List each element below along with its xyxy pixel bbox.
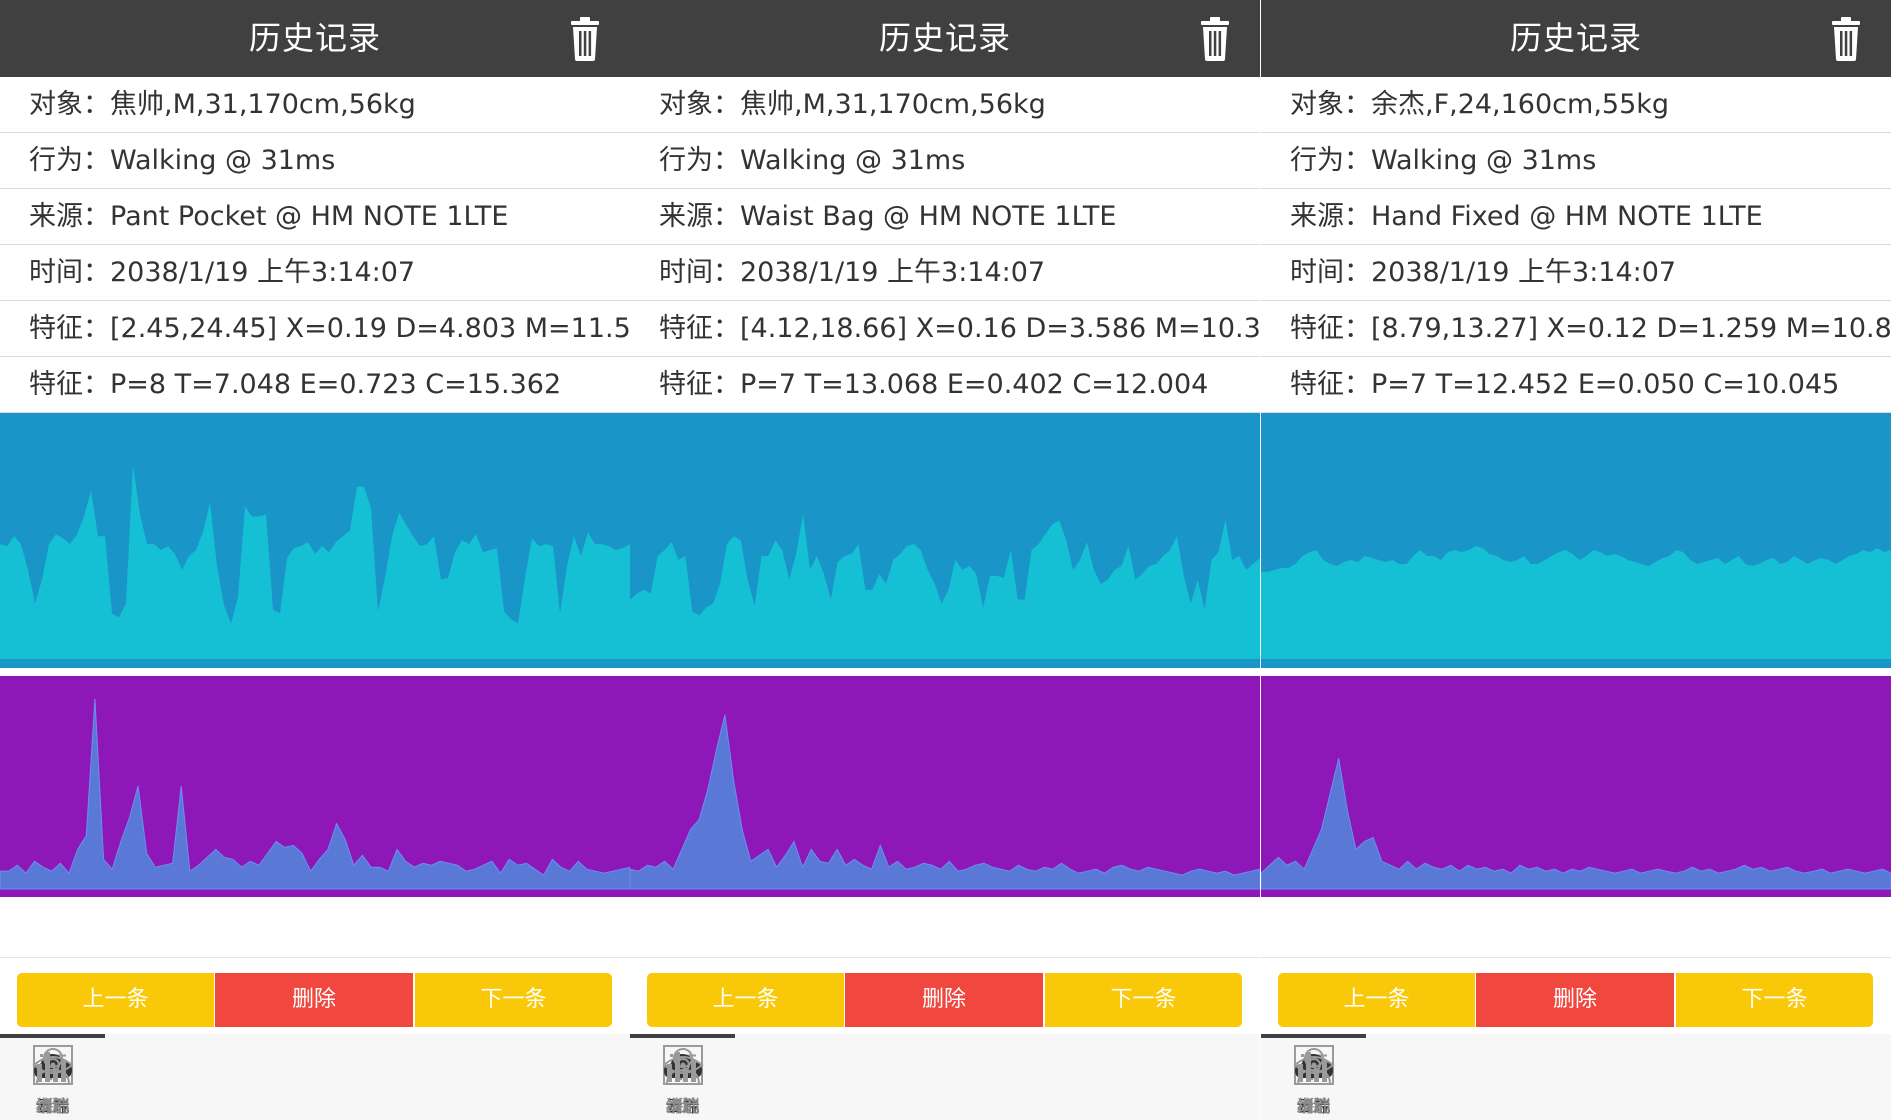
divider (1261, 957, 1891, 958)
bottom-nav: 训练 本地 云端 统计 识别 我 (1261, 1034, 1891, 1120)
next-button[interactable]: 下一条 (1676, 973, 1873, 1027)
info-row-feature-1: 特征：[2.45,24.45] X=0.19 D=4.803 M=11.506 (0, 301, 630, 357)
tab-me[interactable]: 我 (1261, 1034, 1366, 1120)
trash-icon[interactable] (1829, 17, 1863, 61)
tab-me[interactable]: 我 (630, 1034, 735, 1120)
signal-waveform-chart (1261, 413, 1891, 668)
page-title: 历史记录 (630, 0, 1260, 77)
next-button[interactable]: 下一条 (415, 973, 612, 1027)
divider (0, 957, 630, 958)
app-header: 历史记录 (0, 0, 630, 77)
info-row-action: 行为：Walking @ 31ms (630, 133, 1260, 189)
info-row-action: 行为：Walking @ 31ms (0, 133, 630, 189)
info-row-time: 时间：2038/1/19 上午3:14:07 (1261, 245, 1891, 301)
tab-label: 我 (0, 1092, 105, 1117)
waveform-baseline (1261, 659, 1891, 668)
info-row-time: 时间：2038/1/19 上午3:14:07 (0, 245, 630, 301)
info-row-feature-2: 特征：P=7 T=13.068 E=0.402 C=12.004 (630, 357, 1260, 413)
waveform-baseline (0, 659, 630, 668)
delete-button[interactable]: 删除 (845, 973, 1043, 1027)
history-panel: 历史记录 对象：焦帅,M,31,170cm,56kg 行为：Walking @ … (0, 0, 630, 1120)
tab-label: 我 (630, 1092, 735, 1117)
bottom-nav: 训练 本地 云端 统计 识别 我 (630, 1034, 1260, 1120)
next-button[interactable]: 下一条 (1045, 973, 1242, 1027)
spectrum-chart (1261, 676, 1891, 897)
info-row-feature-1: 特征：[4.12,18.66] X=0.16 D=3.586 M=10.316 (630, 301, 1260, 357)
signal-waveform-chart (0, 413, 630, 668)
tab-me[interactable]: 我 (0, 1034, 105, 1120)
bottom-nav: 训练 本地 云端 统计 识别 我 (0, 1034, 630, 1120)
info-row-source: 来源：Waist Bag @ HM NOTE 1LTE (630, 189, 1260, 245)
tab-label: 我 (1261, 1092, 1366, 1117)
delete-button[interactable]: 删除 (1476, 973, 1674, 1027)
divider (630, 957, 1260, 958)
record-info: 对象：焦帅,M,31,170cm,56kg 行为：Walking @ 31ms … (630, 77, 1260, 413)
user-icon (32, 1044, 74, 1086)
user-icon (662, 1044, 704, 1086)
previous-button[interactable]: 上一条 (1278, 973, 1475, 1027)
app-header: 历史记录 (1261, 0, 1891, 77)
history-panel: 历史记录 对象：焦帅,M,31,170cm,56kg 行为：Walking @ … (630, 0, 1260, 1120)
info-row-source: 来源：Hand Fixed @ HM NOTE 1LTE (1261, 189, 1891, 245)
info-row-feature-1: 特征：[8.79,13.27] X=0.12 D=1.259 M=10.829 (1261, 301, 1891, 357)
trash-icon[interactable] (1198, 17, 1232, 61)
info-row-feature-2: 特征：P=7 T=12.452 E=0.050 C=10.045 (1261, 357, 1891, 413)
signal-waveform-chart (630, 413, 1260, 668)
info-row-subject: 对象：焦帅,M,31,170cm,56kg (0, 77, 630, 133)
page-title: 历史记录 (1261, 0, 1891, 77)
record-info: 对象：焦帅,M,31,170cm,56kg 行为：Walking @ 31ms … (0, 77, 630, 413)
waveform-baseline (630, 659, 1260, 668)
history-panel: 历史记录 对象：余杰,F,24,160cm,55kg 行为：Walking @ … (1261, 0, 1891, 1120)
info-row-subject: 对象：余杰,F,24,160cm,55kg (1261, 77, 1891, 133)
previous-button[interactable]: 上一条 (17, 973, 214, 1027)
app-header: 历史记录 (630, 0, 1260, 77)
previous-button[interactable]: 上一条 (647, 973, 844, 1027)
info-row-time: 时间：2038/1/19 上午3:14:07 (630, 245, 1260, 301)
delete-button[interactable]: 删除 (215, 973, 413, 1027)
trash-icon[interactable] (568, 17, 602, 61)
user-icon (1293, 1044, 1335, 1086)
info-row-source: 来源：Pant Pocket @ HM NOTE 1LTE (0, 189, 630, 245)
info-row-action: 行为：Walking @ 31ms (1261, 133, 1891, 189)
page-title: 历史记录 (0, 0, 630, 77)
record-info: 对象：余杰,F,24,160cm,55kg 行为：Walking @ 31ms … (1261, 77, 1891, 413)
info-row-subject: 对象：焦帅,M,31,170cm,56kg (630, 77, 1260, 133)
waveform-area (1261, 546, 1891, 659)
info-row-feature-2: 特征：P=8 T=7.048 E=0.723 C=15.362 (0, 357, 630, 413)
spectrum-chart (0, 676, 630, 897)
spectrum-chart (630, 676, 1260, 897)
